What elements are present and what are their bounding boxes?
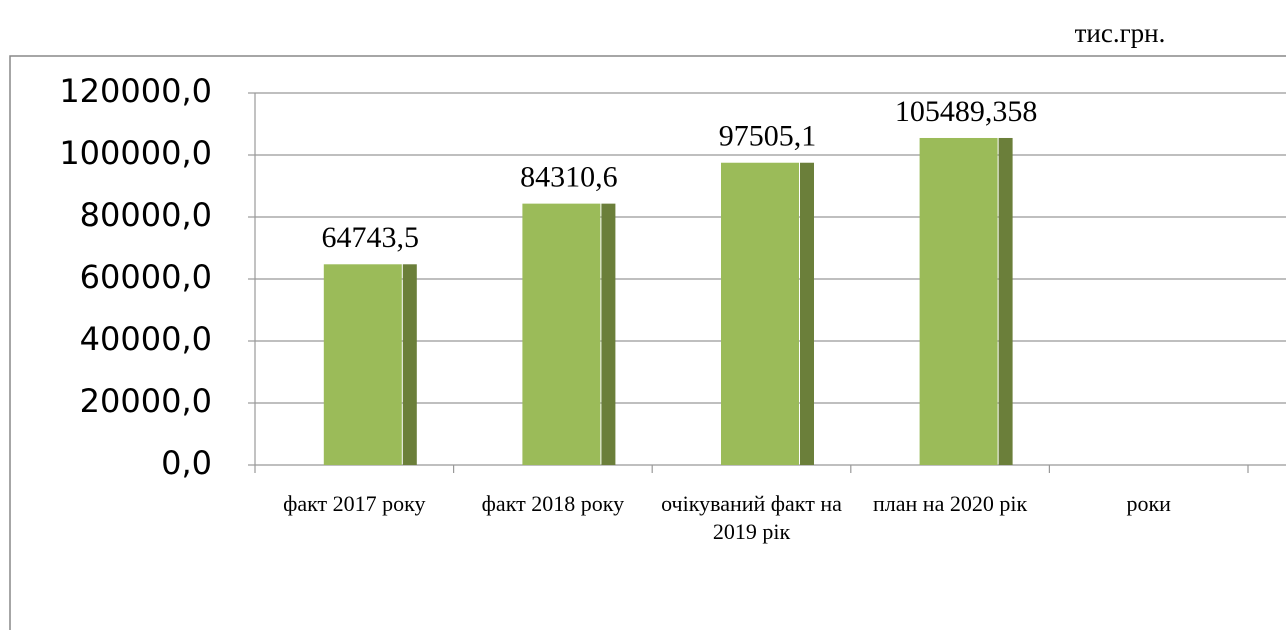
- bar-shade: [601, 203, 616, 465]
- bar: [522, 203, 601, 465]
- unit-label: тис.грн.: [1075, 18, 1166, 48]
- value-label: 97505,1: [719, 120, 817, 153]
- y-tick-label: 40000,0: [80, 320, 212, 358]
- bar: [721, 162, 799, 465]
- bar-shade: [402, 264, 417, 465]
- y-tick-label: 0,0: [161, 444, 212, 482]
- value-label: 105489,358: [895, 95, 1038, 128]
- y-tick-label: 120000,0: [59, 72, 212, 110]
- y-tick-label: 60000,0: [80, 258, 212, 296]
- value-label: 84310,6: [520, 161, 618, 194]
- x-tick-label: роки: [1126, 491, 1171, 516]
- value-label: 64743,5: [322, 221, 420, 254]
- x-tick-label: план на 2020 рік: [873, 491, 1028, 516]
- bar: [919, 137, 998, 466]
- x-tick-label: факт 2018 року: [481, 491, 625, 516]
- x-tick-label: очікуваний факт на 2019 рік: [661, 491, 842, 544]
- y-tick-label: 80000,0: [80, 196, 212, 234]
- chart-border: [9, 55, 1286, 630]
- y-tick-label: 100000,0: [59, 134, 212, 172]
- bar-shade: [800, 162, 814, 465]
- y-tick-label: 20000,0: [80, 382, 212, 420]
- x-tick-label: факт 2017 року: [283, 491, 426, 516]
- bar-shade: [998, 137, 1013, 466]
- bar: [323, 264, 402, 465]
